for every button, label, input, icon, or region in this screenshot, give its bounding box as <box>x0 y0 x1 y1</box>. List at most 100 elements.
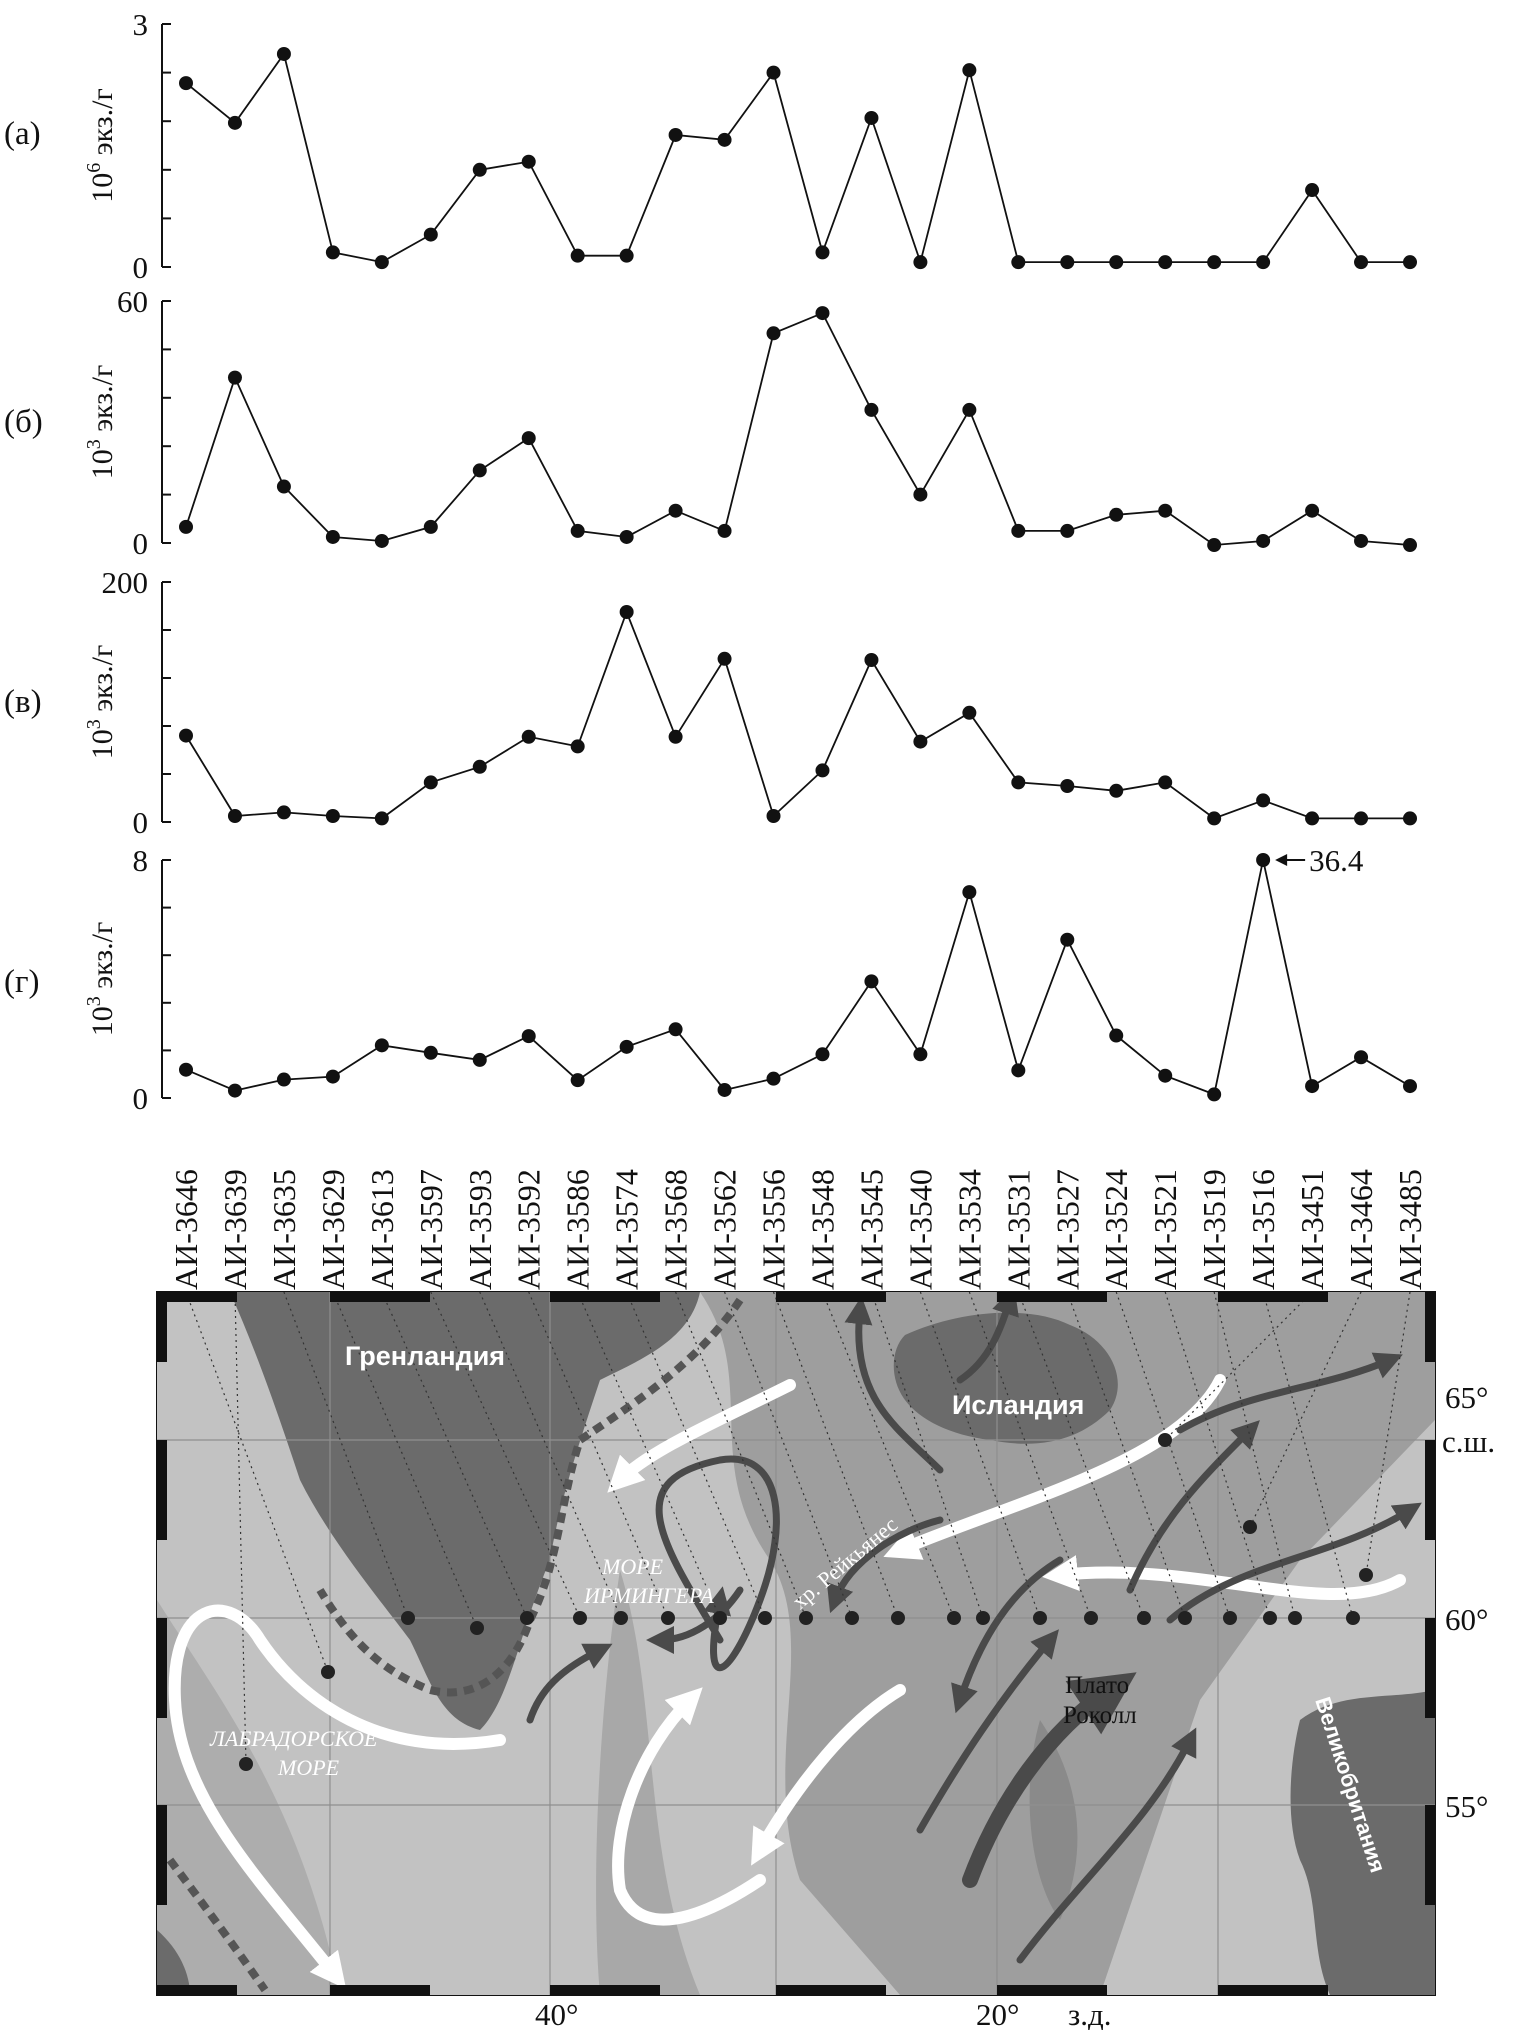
y-tick-label-min: 0 <box>133 526 149 561</box>
data-point <box>668 729 683 744</box>
data-point <box>815 1047 830 1062</box>
data-point <box>1354 811 1369 826</box>
station-leader-line <box>528 1292 669 1619</box>
data-point <box>276 479 291 494</box>
greenland-label: Гренландия <box>345 1341 505 1371</box>
data-point <box>179 76 193 91</box>
station-leader-line <box>283 1292 409 1619</box>
series-line <box>185 859 1411 1096</box>
station-leader-line <box>821 1292 955 1619</box>
data-point <box>374 1038 389 1053</box>
data-point <box>179 728 193 743</box>
data-point <box>864 402 879 417</box>
station-marker <box>573 1611 587 1625</box>
iceland-label: Исландия <box>952 1390 1084 1420</box>
station-label: АИ-3521 <box>1147 1169 1183 1290</box>
station-label: АИ-3597 <box>413 1169 449 1290</box>
y-tick-label-min: 0 <box>133 1081 149 1116</box>
data-point <box>1305 183 1320 198</box>
data-point <box>962 885 977 900</box>
station-leader-line <box>185 1292 329 1673</box>
station-label: АИ-3613 <box>364 1169 400 1290</box>
station-marker <box>520 1611 534 1625</box>
data-point <box>423 519 438 534</box>
data-point <box>227 370 242 385</box>
data-point <box>1256 255 1271 270</box>
station-label: АИ-3629 <box>315 1169 351 1290</box>
data-point <box>1305 1079 1320 1094</box>
lat-65: 65° <box>1445 1380 1488 1415</box>
station-leader-line <box>626 1292 766 1619</box>
station-label: АИ-3586 <box>560 1169 596 1290</box>
station-label: АИ-3562 <box>707 1169 743 1290</box>
data-point <box>1403 811 1417 826</box>
data-point <box>1256 853 1271 867</box>
data-point <box>913 255 928 270</box>
station-label: АИ-3451 <box>1294 1169 1330 1290</box>
station-marker <box>321 1665 335 1679</box>
y-tick-label-max: 60 <box>117 284 148 319</box>
data-point <box>815 306 830 321</box>
irminger-label-1: МОРЕ <box>601 1554 664 1579</box>
data-point <box>815 763 830 778</box>
station-label: АИ-3534 <box>951 1169 987 1290</box>
rockall-label-1: Плато <box>1065 1672 1129 1699</box>
data-point <box>1060 932 1075 947</box>
data-point <box>423 227 438 242</box>
data-point <box>1354 1050 1369 1065</box>
data-point <box>472 162 487 177</box>
data-point <box>374 533 389 548</box>
y-tick-label-max: 3 <box>133 7 149 42</box>
series-line <box>185 311 1411 546</box>
data-point <box>1109 1028 1124 1043</box>
data-point <box>521 154 536 169</box>
data-point <box>423 1045 438 1060</box>
station-marker <box>947 1611 961 1625</box>
station-leader-line <box>968 1292 1092 1619</box>
y-axis-label: 103 экз./г <box>83 922 119 1037</box>
data-point <box>1305 503 1320 518</box>
station-marker <box>1223 1611 1237 1625</box>
data-point <box>179 519 193 534</box>
lat-north: с.ш. <box>1442 1424 1495 1459</box>
panel-3: 200 0 (в) 103 экз./г <box>4 565 1417 840</box>
britain-landmass <box>1290 1690 1435 1995</box>
data-point <box>423 775 438 790</box>
data-point <box>864 110 879 125</box>
panel-label: (б) <box>4 404 43 440</box>
panel-label: (г) <box>4 964 40 1000</box>
panel-1: 3 0 (а) 106 экз./г <box>4 7 1417 285</box>
map-border-scale <box>157 1292 1435 1995</box>
station-leader-line <box>234 1292 247 1765</box>
panel-label: (а) <box>4 116 41 152</box>
data-point <box>325 529 340 544</box>
data-point <box>619 248 634 263</box>
data-point <box>1207 1087 1222 1102</box>
station-label: АИ-3485 <box>1392 1169 1428 1290</box>
station-leader-line <box>919 1292 1041 1619</box>
station-label: АИ-3524 <box>1098 1169 1134 1290</box>
data-point <box>472 463 487 478</box>
station-marker <box>1243 1520 1257 1534</box>
data-point <box>227 1083 242 1098</box>
data-point <box>227 809 242 823</box>
y-tick-label-min: 0 <box>133 250 149 285</box>
data-point <box>766 1071 781 1086</box>
data-point <box>619 605 634 619</box>
data-point <box>521 431 536 446</box>
station-leader-line <box>1213 1292 1296 1619</box>
data-point <box>1011 1063 1026 1078</box>
station-marker <box>891 1611 905 1625</box>
data-point <box>1207 538 1222 553</box>
lon-west: з.д. <box>1068 1997 1112 2030</box>
data-point <box>864 653 879 667</box>
data-point <box>619 1039 634 1054</box>
data-point <box>717 1082 732 1097</box>
panel-4: 8 0 (г) 103 экз./г 36.4 <box>4 843 1417 1116</box>
lat-60: 60° <box>1445 1602 1488 1637</box>
station-label: АИ-3556 <box>756 1169 792 1290</box>
data-point <box>766 809 781 823</box>
data-point <box>1354 255 1369 270</box>
data-point <box>374 255 389 270</box>
data-point <box>570 739 585 754</box>
